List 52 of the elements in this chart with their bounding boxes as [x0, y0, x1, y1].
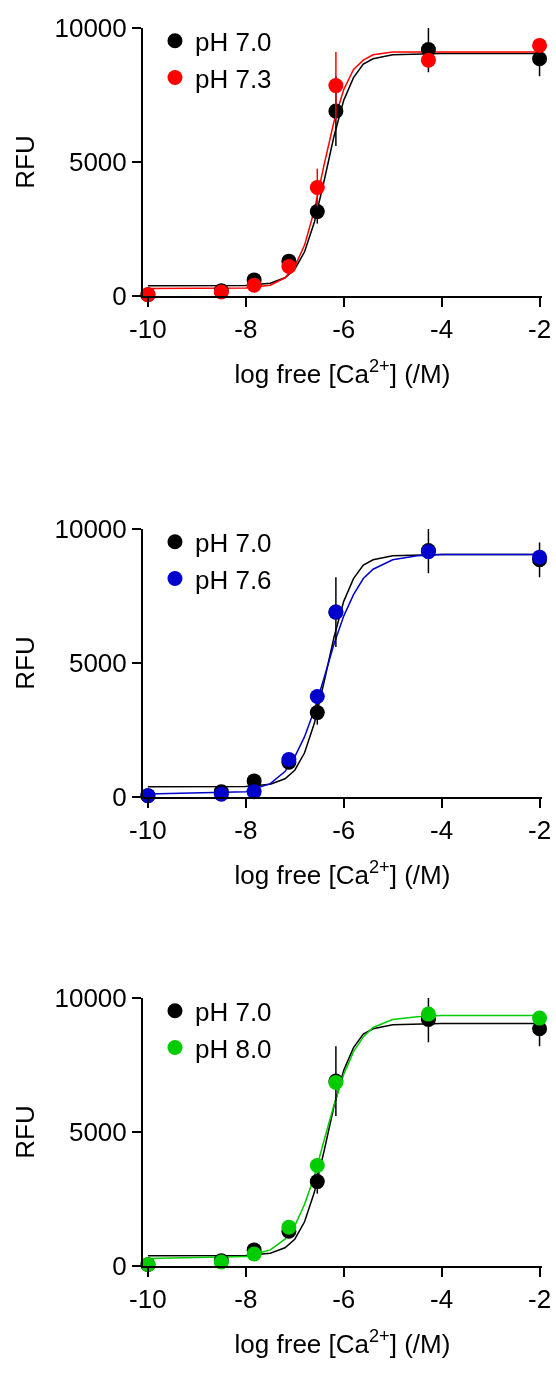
- x-tick-label: -2: [527, 1284, 552, 1315]
- y-tick-label: 0: [112, 281, 127, 312]
- y-axis-title: RFU: [10, 636, 41, 690]
- y-tick-label: 10000: [54, 983, 127, 1014]
- y-tick-label: 5000: [68, 1117, 127, 1148]
- point: [309, 1174, 325, 1190]
- y-tick-label: 0: [112, 1251, 127, 1282]
- point: [309, 689, 325, 704]
- x-tick-label: -4: [430, 1284, 454, 1315]
- y-tick-label: 10000: [54, 514, 127, 545]
- y-tick-label: 5000: [68, 648, 127, 679]
- y-tick-label: 10000: [54, 13, 127, 44]
- x-tick-label: -4: [430, 314, 454, 345]
- x-tick-label: -8: [234, 1284, 258, 1315]
- point: [309, 705, 325, 721]
- x-tick-label: -6: [332, 314, 356, 345]
- point: [532, 51, 548, 67]
- point: [281, 1219, 297, 1235]
- x-tick-label: -10: [129, 815, 167, 846]
- point: [309, 204, 325, 220]
- y-tick-label: 0: [112, 782, 127, 813]
- legend-label: pH 7.3: [194, 63, 272, 94]
- point: [246, 1246, 262, 1262]
- point: [532, 37, 548, 53]
- x-axis-title: log free [Ca$^{2+}$] (/M): [234, 1326, 451, 1360]
- point: [420, 52, 436, 68]
- point: [246, 277, 262, 293]
- point: [420, 1006, 436, 1022]
- y-tick-label: 5000: [68, 147, 127, 178]
- point: [532, 1010, 548, 1026]
- legend-label: pH 7.6: [194, 564, 272, 595]
- x-tick-label: -8: [234, 314, 258, 345]
- x-axis-title: log free [Ca$^{2+}$] (/M): [234, 356, 451, 390]
- x-tick-label: -6: [332, 1284, 356, 1315]
- legend-label: pH 8.0: [194, 1033, 272, 1064]
- x-tick-label: -10: [129, 1284, 167, 1315]
- x-tick-label: -8: [234, 815, 258, 846]
- x-tick-label: -6: [332, 815, 356, 846]
- y-axis-title: RFU: [10, 135, 41, 189]
- x-axis-title: log free [Ca$^{2+}$] (/M): [234, 857, 451, 891]
- x-tick-label: -2: [527, 314, 552, 345]
- x-tick-label: -10: [129, 314, 167, 345]
- x-tick-label: -2: [527, 815, 552, 846]
- point: [328, 78, 344, 94]
- point: [281, 259, 297, 275]
- point: [309, 1158, 325, 1173]
- point: [309, 179, 325, 195]
- legend-label: pH 7.0: [194, 26, 272, 57]
- x-tick-label: -4: [430, 815, 454, 846]
- y-axis-title: RFU: [10, 1105, 41, 1159]
- legend-label: pH 7.0: [194, 996, 272, 1027]
- legend-label: pH 7.0: [194, 527, 272, 558]
